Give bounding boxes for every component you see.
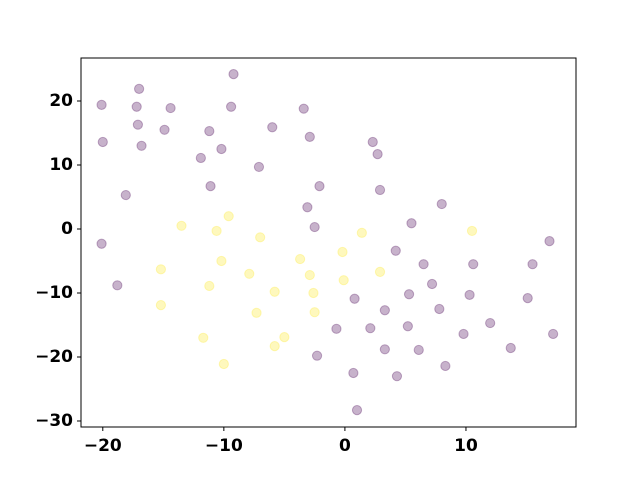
y-tick-label: −10 bbox=[35, 283, 73, 303]
point bbox=[356, 227, 367, 238]
y-tick-label: −30 bbox=[35, 411, 73, 431]
x-tick-label: −10 bbox=[205, 436, 243, 456]
point bbox=[155, 264, 166, 275]
point bbox=[255, 232, 266, 243]
y-tick-label: −20 bbox=[35, 347, 73, 367]
point bbox=[351, 405, 363, 416]
point bbox=[204, 125, 215, 137]
point bbox=[204, 280, 215, 292]
point bbox=[426, 278, 438, 290]
point bbox=[348, 367, 359, 379]
point bbox=[228, 69, 239, 80]
point bbox=[304, 269, 315, 281]
point bbox=[544, 236, 555, 247]
point bbox=[251, 307, 262, 318]
point bbox=[527, 259, 538, 270]
point bbox=[379, 344, 390, 355]
point bbox=[464, 289, 475, 301]
point bbox=[365, 323, 376, 334]
point bbox=[97, 136, 108, 148]
point bbox=[440, 360, 451, 372]
point bbox=[267, 122, 278, 133]
point bbox=[311, 350, 323, 361]
point bbox=[253, 161, 265, 173]
point bbox=[96, 238, 107, 249]
point bbox=[96, 99, 107, 110]
point bbox=[226, 101, 237, 112]
point bbox=[279, 332, 290, 343]
point bbox=[403, 289, 415, 300]
point bbox=[418, 259, 429, 270]
point bbox=[155, 300, 166, 311]
point bbox=[374, 266, 386, 277]
point bbox=[466, 225, 478, 237]
point bbox=[391, 371, 403, 382]
point bbox=[132, 119, 143, 130]
plot-frame bbox=[80, 57, 577, 428]
point bbox=[314, 181, 325, 192]
point bbox=[131, 101, 142, 112]
point bbox=[216, 143, 227, 155]
point bbox=[216, 255, 227, 267]
point bbox=[308, 287, 319, 299]
point bbox=[112, 280, 123, 291]
point bbox=[390, 245, 401, 256]
point bbox=[120, 189, 131, 201]
point bbox=[309, 307, 320, 318]
point bbox=[436, 198, 447, 210]
point bbox=[522, 293, 533, 304]
point bbox=[269, 341, 280, 352]
point bbox=[402, 321, 413, 332]
x-tick-label: 10 bbox=[454, 436, 478, 456]
y-tick-label: 0 bbox=[61, 219, 73, 239]
point bbox=[367, 136, 378, 148]
point bbox=[176, 220, 187, 231]
point bbox=[298, 103, 309, 114]
point bbox=[223, 211, 234, 222]
point bbox=[331, 323, 342, 334]
point bbox=[309, 221, 320, 233]
point bbox=[413, 344, 424, 356]
x-tick-label: 0 bbox=[339, 436, 351, 456]
y-tick-label: 20 bbox=[49, 91, 73, 111]
point bbox=[374, 184, 386, 196]
point bbox=[458, 328, 469, 340]
point bbox=[269, 286, 280, 297]
point bbox=[198, 332, 209, 343]
point bbox=[468, 259, 479, 270]
point bbox=[165, 102, 176, 114]
x-tick-label: −20 bbox=[84, 436, 122, 456]
point bbox=[485, 317, 496, 329]
point bbox=[505, 342, 516, 354]
point bbox=[302, 202, 313, 213]
y-tick-label: 10 bbox=[49, 155, 73, 175]
point bbox=[338, 275, 349, 286]
point bbox=[159, 124, 170, 135]
point bbox=[195, 152, 206, 164]
point bbox=[349, 293, 360, 304]
point bbox=[337, 246, 348, 258]
point bbox=[548, 328, 559, 340]
point bbox=[434, 303, 445, 315]
point bbox=[379, 305, 390, 316]
point bbox=[136, 140, 147, 151]
point bbox=[218, 358, 229, 370]
point bbox=[406, 218, 417, 229]
point bbox=[295, 253, 306, 265]
point bbox=[372, 149, 383, 160]
point bbox=[304, 131, 315, 142]
point bbox=[211, 225, 222, 237]
point bbox=[205, 181, 216, 192]
point bbox=[134, 83, 145, 94]
point bbox=[244, 268, 255, 279]
